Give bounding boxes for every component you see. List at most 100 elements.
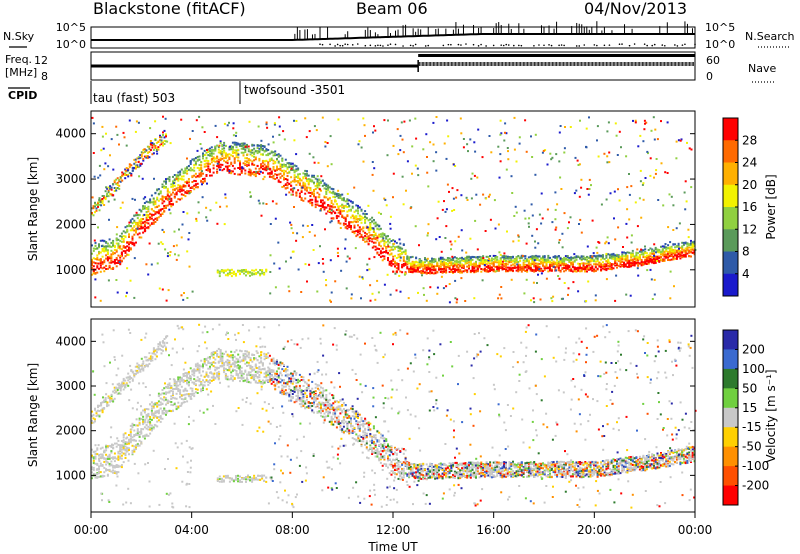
data-point bbox=[427, 265, 430, 268]
data-point bbox=[688, 251, 691, 254]
data-point bbox=[498, 251, 501, 254]
data-point bbox=[290, 227, 293, 230]
data-point bbox=[216, 270, 219, 273]
data-point bbox=[92, 247, 95, 250]
data-point bbox=[534, 133, 537, 136]
data-point bbox=[115, 258, 118, 261]
data-point bbox=[292, 250, 295, 253]
data-point bbox=[293, 178, 296, 181]
data-point bbox=[460, 277, 463, 280]
data-point bbox=[473, 141, 476, 144]
data-point bbox=[149, 201, 152, 204]
data-point bbox=[549, 267, 551, 270]
data-point bbox=[295, 168, 298, 171]
data-point bbox=[374, 225, 377, 228]
data-point bbox=[470, 177, 473, 180]
data-point bbox=[109, 187, 112, 190]
data-point bbox=[573, 266, 576, 269]
data-point bbox=[519, 259, 522, 262]
data-point bbox=[145, 226, 148, 229]
data-point bbox=[558, 277, 561, 280]
data-point bbox=[175, 200, 178, 203]
data-point bbox=[550, 158, 553, 161]
data-point bbox=[133, 296, 136, 299]
data-point bbox=[97, 204, 99, 207]
data-point bbox=[184, 191, 187, 194]
data-point bbox=[414, 164, 417, 167]
data-point bbox=[451, 255, 454, 258]
data-point bbox=[138, 444, 141, 447]
data-point bbox=[207, 163, 210, 166]
data-point bbox=[674, 251, 677, 254]
data-point bbox=[163, 196, 166, 199]
data-point bbox=[470, 197, 473, 200]
data-point bbox=[471, 268, 474, 271]
data-point bbox=[385, 237, 388, 240]
data-point bbox=[614, 254, 617, 257]
data-point bbox=[254, 150, 257, 153]
data-point bbox=[364, 216, 367, 218]
data-point bbox=[155, 147, 158, 150]
data-point bbox=[445, 225, 448, 228]
data-point bbox=[272, 162, 275, 165]
data-point bbox=[670, 250, 673, 253]
data-point bbox=[243, 142, 246, 145]
data-point bbox=[181, 223, 184, 226]
data-point bbox=[385, 204, 388, 207]
data-point bbox=[402, 244, 405, 246]
data-point bbox=[624, 252, 627, 254]
data-point bbox=[270, 172, 273, 175]
data-point bbox=[575, 258, 578, 261]
data-point bbox=[459, 270, 462, 273]
data-point bbox=[383, 233, 386, 235]
data-point bbox=[160, 139, 163, 142]
data-point bbox=[529, 267, 532, 269]
data-point bbox=[464, 269, 466, 272]
data-point bbox=[131, 452, 134, 455]
data-point bbox=[110, 255, 113, 258]
data-point bbox=[162, 144, 164, 147]
data-point bbox=[106, 258, 109, 260]
data-point bbox=[230, 154, 233, 157]
data-point bbox=[459, 260, 462, 263]
noise-trace bbox=[91, 21, 696, 47]
data-point bbox=[469, 257, 472, 260]
data-point bbox=[297, 175, 300, 178]
data-point bbox=[371, 227, 374, 230]
data-point bbox=[130, 174, 133, 177]
data-point bbox=[258, 173, 261, 175]
data-point bbox=[392, 270, 395, 273]
data-point bbox=[360, 146, 363, 149]
data-point bbox=[371, 234, 374, 236]
data-point bbox=[591, 265, 594, 268]
data-point bbox=[563, 262, 566, 264]
data-point bbox=[244, 151, 247, 153]
data-point bbox=[416, 265, 419, 268]
data-point bbox=[99, 260, 102, 263]
data-point bbox=[579, 256, 581, 259]
data-point bbox=[653, 259, 655, 262]
data-point bbox=[626, 186, 629, 189]
data-point bbox=[224, 193, 227, 196]
data-point bbox=[492, 261, 495, 264]
data-point bbox=[129, 219, 132, 222]
data-point bbox=[344, 223, 347, 226]
power-colorbar-tick: 24 bbox=[742, 156, 757, 170]
data-point bbox=[369, 227, 372, 229]
data-point bbox=[118, 184, 121, 187]
data-point bbox=[244, 145, 247, 148]
data-point bbox=[133, 435, 136, 438]
data-point bbox=[337, 196, 340, 199]
data-point bbox=[661, 254, 664, 257]
data-point bbox=[397, 247, 400, 250]
data-point bbox=[120, 457, 123, 460]
data-point bbox=[115, 445, 118, 448]
data-point bbox=[538, 259, 541, 262]
data-point bbox=[293, 187, 296, 190]
data-point bbox=[640, 216, 643, 219]
data-point bbox=[395, 263, 398, 266]
data-point bbox=[686, 242, 689, 245]
data-point bbox=[450, 262, 453, 265]
data-point bbox=[304, 192, 307, 195]
data-point bbox=[219, 159, 222, 162]
